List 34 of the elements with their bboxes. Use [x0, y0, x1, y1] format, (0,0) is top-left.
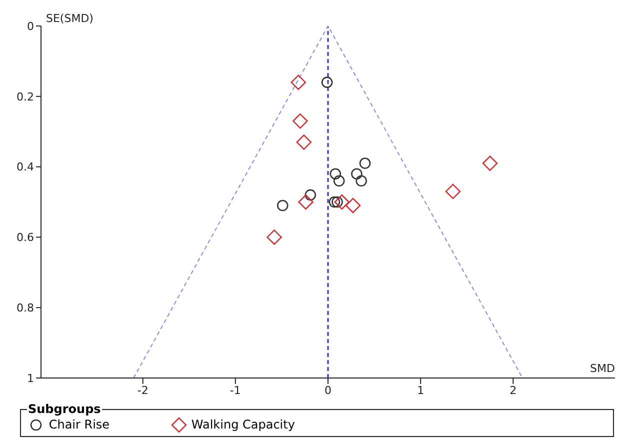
x-tick-label: 1	[417, 384, 424, 397]
point	[276, 200, 288, 212]
x-axis-title: SMD	[590, 362, 615, 375]
y-tick-label: 1	[27, 372, 34, 385]
point	[328, 196, 340, 208]
point	[445, 184, 461, 200]
point	[298, 194, 314, 210]
x-tick-label: 2	[510, 384, 517, 397]
point	[334, 194, 350, 210]
point	[266, 230, 282, 245]
point	[292, 113, 308, 129]
point	[304, 189, 316, 201]
point	[296, 134, 312, 150]
y-axis-title: SE(SMD)	[46, 12, 94, 25]
y-tick-label: 0.6	[16, 231, 34, 244]
point	[290, 74, 306, 90]
x-tick-label: -1	[230, 384, 241, 397]
legend-label: Walking Capacity	[190, 416, 295, 434]
point	[321, 76, 333, 88]
point	[482, 156, 498, 171]
point	[351, 168, 362, 180]
point	[330, 168, 342, 180]
y-tick-label: 0.8	[16, 302, 34, 315]
y-tick-label: 0.2	[16, 90, 34, 104]
y-tick-label: 0.4	[16, 160, 34, 174]
point	[345, 198, 361, 214]
x-tick-label: -2	[137, 384, 148, 397]
point	[333, 175, 345, 187]
legend-title: Subgroups	[27, 402, 102, 416]
point	[359, 158, 371, 169]
x-tick-label: 0	[324, 384, 332, 397]
point	[356, 175, 367, 187]
legend-label: Chair Rise	[48, 416, 110, 434]
y-tick-label: 0	[27, 20, 34, 33]
